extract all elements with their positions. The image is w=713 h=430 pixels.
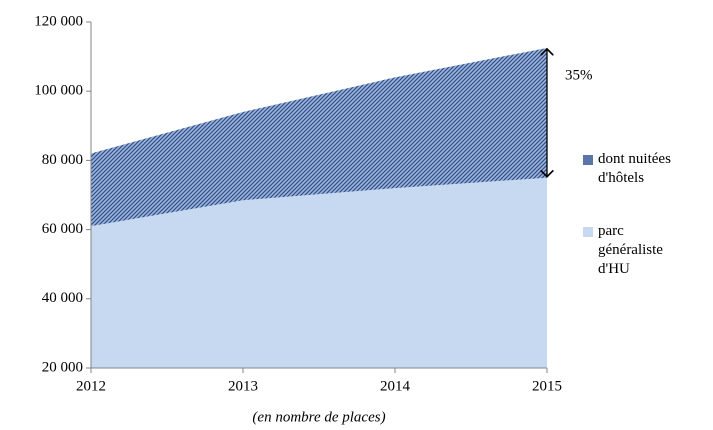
area <box>91 177 547 368</box>
y-tick-label: 120 000 <box>34 13 83 29</box>
y-tick-label: 100 000 <box>34 83 83 99</box>
legend-swatch <box>583 227 593 237</box>
y-tick-label: 80 000 <box>42 152 83 168</box>
annotation: 35% <box>565 67 593 83</box>
x-tick-label: 2012 <box>76 378 106 394</box>
x-axis-label: (en nombre de places) <box>252 409 385 425</box>
area <box>91 47 547 227</box>
legend-label: dont nuitées d'hôtels <box>598 151 671 186</box>
legend-item: parc généraliste d'HU <box>583 222 703 279</box>
x-tick-label: 2014 <box>380 378 411 394</box>
y-tick-label: 40 000 <box>42 290 83 306</box>
x-tick-label: 2015 <box>532 378 562 394</box>
x-tick-label: 2013 <box>228 378 258 394</box>
legend-label: parc généraliste d'HU <box>598 223 663 277</box>
legend-swatch <box>583 155 593 165</box>
y-tick-label: 60 000 <box>42 221 83 237</box>
y-tick-label: 20 000 <box>42 359 83 375</box>
legend-item: dont nuitées d'hôtels <box>583 150 703 188</box>
